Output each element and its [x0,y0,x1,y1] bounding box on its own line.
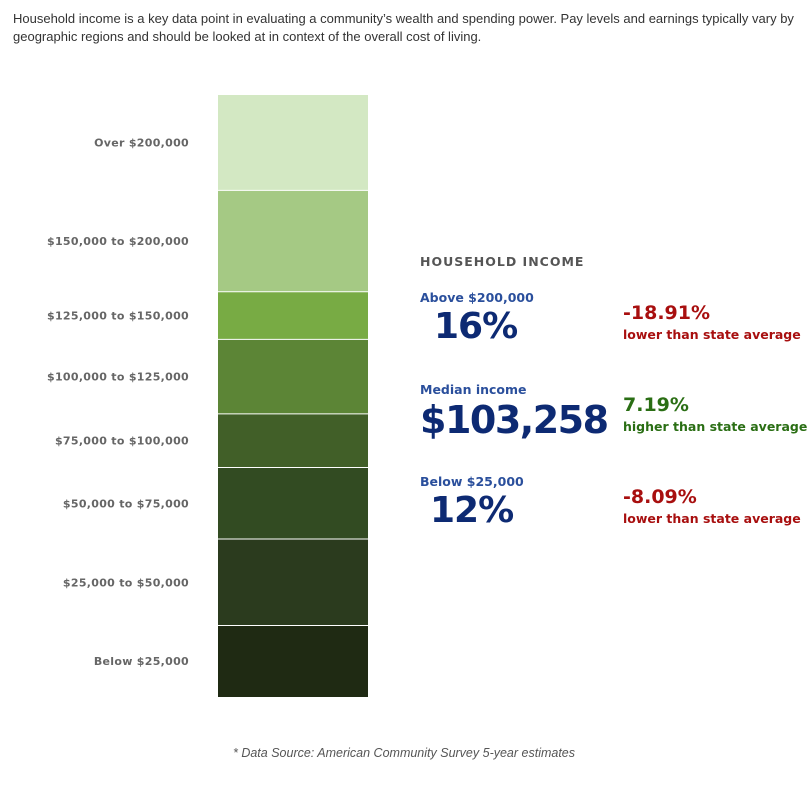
segment-label: $50,000 to $75,000 [63,497,189,510]
bar-segment [218,95,368,191]
segment-label: $125,000 to $150,000 [47,310,189,323]
bar-segment [218,291,368,340]
intro-text: Household income is a key data point in … [13,11,794,44]
above-200k-comparison: -18.91% [623,302,711,324]
bar-segment [218,339,368,414]
median-income-label: Median income [420,382,527,397]
above-200k-label: Above $200,000 [420,290,534,305]
segment-label: Below $25,000 [94,655,189,668]
below-25k-comparison-text: lower than state average [623,511,801,526]
segment-label: $150,000 to $200,000 [47,235,189,248]
bar-segment [218,190,368,292]
below-25k-value: 12% [430,490,514,531]
median-income-comparison: 7.19% [623,394,689,416]
above-200k-value: 16% [434,306,518,347]
bar-segment [218,413,368,468]
segment-label: $75,000 to $100,000 [55,435,189,448]
median-income-comparison-text: higher than state average [623,419,808,434]
above-200k-comparison-text: lower than state average [623,327,801,342]
segment-label: Over $200,000 [94,137,189,150]
below-25k-comparison: -8.09% [623,486,697,508]
bar-segment [218,467,368,540]
segment-label: $25,000 to $50,000 [63,576,189,589]
bar-segment [218,539,368,626]
bar-segment [218,625,368,697]
segment-label: $100,000 to $125,000 [47,371,189,384]
panel-title: HOUSEHOLD INCOME [420,254,585,269]
below-25k-label: Below $25,000 [420,474,524,489]
data-source-footnote: * Data Source: American Community Survey… [232,746,576,760]
median-income-value: $103,258 [420,398,609,442]
